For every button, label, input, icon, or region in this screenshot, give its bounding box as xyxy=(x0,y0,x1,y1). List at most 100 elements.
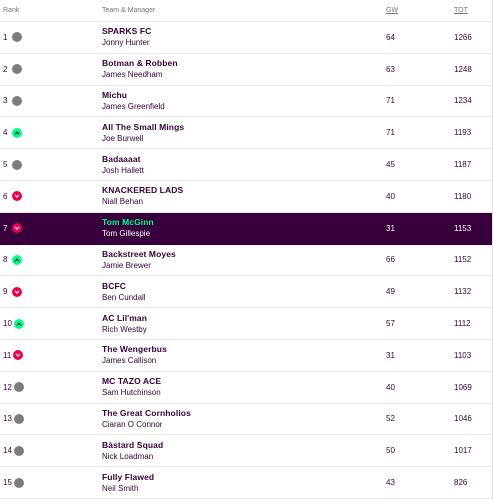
team-manager-cell: The Wengerbus James Callison xyxy=(102,344,386,366)
table-row[interactable]: 14 Bàstard Squad Nick Loadman 50 1017 xyxy=(0,435,493,468)
total-points: 1103 xyxy=(454,350,472,360)
total-points: 1046 xyxy=(454,414,472,424)
manager-name: Neil Smith xyxy=(102,483,139,493)
rank-cell: 5 xyxy=(0,159,102,170)
header-gw-sort[interactable]: GW xyxy=(386,7,399,14)
rank-number: 3 xyxy=(3,96,8,106)
manager-name: Nick Loadman xyxy=(102,451,154,461)
table-row[interactable]: 15 Fully Flawed Neil Smith 43 826 xyxy=(0,467,493,499)
table-row[interactable]: 1 SPARKS FC Jonny Hunter 64 1266 xyxy=(0,22,493,54)
total-points: 1153 xyxy=(454,223,472,233)
total-points: 1017 xyxy=(454,446,472,456)
gw-points: 31 xyxy=(386,223,395,233)
gw-points: 50 xyxy=(386,446,395,456)
rank-up-icon xyxy=(12,254,22,265)
rank-down-icon xyxy=(13,350,24,361)
team-manager-cell: Botman & Robben James Needham xyxy=(102,58,386,80)
gw-points: 63 xyxy=(386,64,395,74)
manager-name: James Needham xyxy=(102,70,163,80)
table-row[interactable]: 2 Botman & Robben James Needham 63 1248 xyxy=(0,54,493,86)
team-manager-cell: KNACKERED LADS Niall Behan xyxy=(102,185,386,207)
gw-points: 64 xyxy=(386,32,395,42)
team-name-link[interactable]: BCFC xyxy=(102,280,127,291)
rank-number: 10 xyxy=(3,319,12,329)
table-row[interactable]: 6 KNACKERED LADS Niall Behan 40 1180 xyxy=(0,181,493,213)
rank-cell: 13 xyxy=(0,413,102,424)
rank-cell: 9 xyxy=(0,286,102,297)
rank-cell: 7 xyxy=(0,223,102,234)
gw-points: 31 xyxy=(386,350,395,360)
rank-number: 13 xyxy=(3,414,12,424)
gw-points: 45 xyxy=(386,160,395,170)
team-name-link[interactable]: SPARKS FC xyxy=(102,26,152,37)
gw-points: 71 xyxy=(386,96,395,106)
manager-name: James Callison xyxy=(102,356,157,366)
team-manager-cell: Fully Flawed Neil Smith xyxy=(102,472,386,494)
manager-name: Ben Cundall xyxy=(102,292,146,302)
table-row[interactable]: 11 The Wengerbus James Callison 31 1103 xyxy=(0,340,493,372)
rank-number: 14 xyxy=(3,446,12,456)
team-name-link[interactable]: AC Lil'man xyxy=(102,312,148,323)
rank-up-icon xyxy=(12,127,22,138)
manager-name: Josh Hallett xyxy=(102,165,144,175)
no-change-icon xyxy=(12,64,22,75)
rank-cell: 12 xyxy=(0,382,102,393)
rank-cell: 2 xyxy=(0,64,102,75)
manager-name: Ciaran O Connor xyxy=(102,419,163,429)
rank-cell: 8 xyxy=(0,254,102,265)
team-name-link[interactable]: Botman & Robben xyxy=(102,58,178,69)
rank-number: 5 xyxy=(3,160,8,170)
team-name-link[interactable]: The Wengerbus xyxy=(102,344,167,355)
gw-points: 52 xyxy=(386,414,395,424)
total-points: 1248 xyxy=(454,64,472,74)
rank-number: 15 xyxy=(3,478,12,488)
no-change-icon xyxy=(13,413,24,424)
team-name-link[interactable]: Backstreet Moyes xyxy=(102,248,176,259)
rank-number: 2 xyxy=(3,64,8,74)
no-change-icon xyxy=(12,95,22,106)
manager-name: Joe Burwell xyxy=(102,133,144,143)
table-row[interactable]: 7 Tom McGinn Tom Gillespie 31 1153 xyxy=(0,212,493,245)
team-name-link[interactable]: The Great Cornholios xyxy=(102,407,191,418)
team-name-link[interactable]: Fully Flawed xyxy=(102,471,155,482)
rank-cell: 1 xyxy=(0,32,102,43)
team-name-link[interactable]: Michu xyxy=(102,89,128,100)
rank-number: 1 xyxy=(3,32,8,42)
table-row[interactable]: 5 Badaaaat Josh Hallett 45 1187 xyxy=(0,149,493,181)
table-row[interactable]: 12 MC TAZO ACE Sam Hutchinson 40 1069 xyxy=(0,372,493,404)
team-name-link[interactable]: Badaaaat xyxy=(102,153,141,164)
no-change-icon xyxy=(12,159,22,170)
rank-cell: 4 xyxy=(0,127,102,138)
total-points: 1234 xyxy=(454,96,472,106)
table-row[interactable]: 9 BCFC Ben Cundall 49 1132 xyxy=(0,276,493,309)
rank-number: 12 xyxy=(3,382,12,392)
gw-points: 40 xyxy=(386,191,395,201)
table-row[interactable]: 13 The Great Cornholios Ciaran O Connor 52 1… xyxy=(0,404,493,436)
team-name-link[interactable]: Bàstard Squad xyxy=(102,439,164,450)
rank-down-icon xyxy=(12,191,22,202)
header-tot-sort[interactable]: TOT xyxy=(454,7,468,14)
rank-cell: 10 xyxy=(0,318,102,329)
team-name-link[interactable]: All The Small Mings xyxy=(102,121,185,132)
team-manager-cell: All The Small Mings Joe Burwell xyxy=(102,122,386,144)
table-row[interactable]: 3 Michu James Greenfield 71 1234 xyxy=(0,86,493,118)
rank-number: 11 xyxy=(3,350,12,360)
rank-number: 4 xyxy=(3,128,8,138)
team-name-link[interactable]: Tom McGinn xyxy=(102,217,154,228)
rank-cell: 14 xyxy=(0,445,102,456)
rank-number: 8 xyxy=(3,255,8,265)
rank-down-icon xyxy=(12,286,22,297)
team-name-link[interactable]: MC TAZO ACE xyxy=(102,376,162,387)
team-manager-cell: Tom McGinn Tom Gillespie xyxy=(102,217,386,239)
table-row[interactable]: 10 AC Lil'man Rich Westby 57 1112 xyxy=(0,308,493,340)
gw-points: 66 xyxy=(386,255,395,265)
total-points: 1266 xyxy=(454,32,472,42)
gw-points: 43 xyxy=(386,478,395,488)
table-row[interactable]: 8 Backstreet Moyes Jamie Brewer 66 1152 xyxy=(0,245,493,277)
table-row[interactable]: 4 All The Small Mings Joe Burwell 71 1193 xyxy=(0,117,493,150)
team-name-link[interactable]: KNACKERED LADS xyxy=(102,185,184,196)
table-body: 1 SPARKS FC Jonny Hunter 64 1266 2 Botman & Ro… xyxy=(0,22,493,499)
total-points: 1069 xyxy=(454,382,472,392)
no-change-icon xyxy=(13,445,24,456)
